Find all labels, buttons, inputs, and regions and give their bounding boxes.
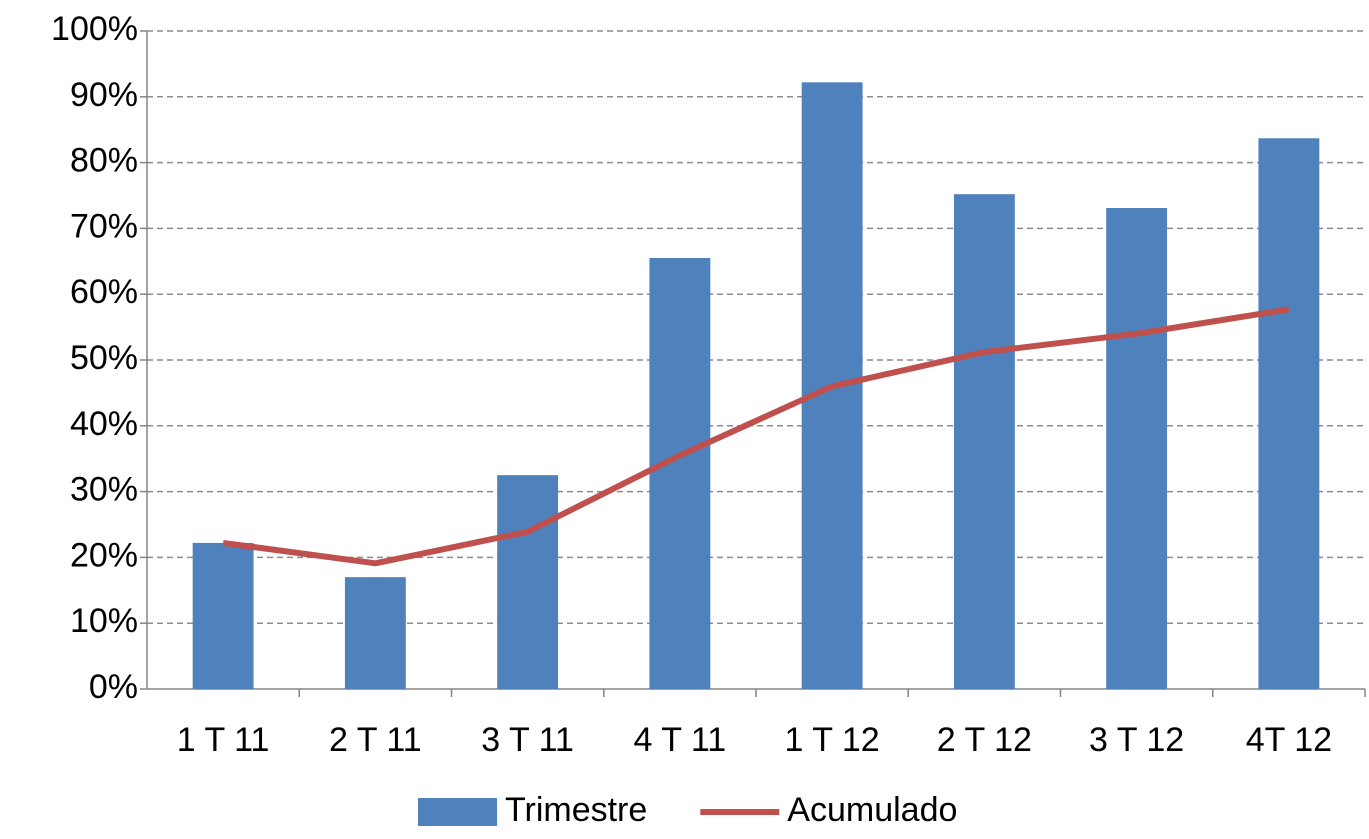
y-tick-label: 80% [70, 142, 138, 180]
x-tick-label: 3 T 11 [481, 721, 574, 759]
y-tick-label: 90% [70, 76, 138, 114]
legend-swatch [418, 798, 497, 826]
x-tick-label: 1 T 12 [785, 721, 880, 759]
x-tick-label: 2 T 11 [329, 721, 422, 759]
y-tick-label: 0% [89, 668, 138, 706]
y-tick-label: 60% [70, 273, 138, 311]
y-tick-label: 40% [70, 405, 138, 443]
bar [497, 475, 559, 689]
bar [344, 577, 406, 689]
x-tick-label: 4 T 11 [634, 721, 727, 759]
bar [1106, 208, 1168, 689]
line [222, 306, 1290, 567]
y-tick-label: 50% [70, 339, 138, 377]
y-tick-label: 20% [70, 536, 138, 574]
x-tick-label: 3 T 12 [1089, 721, 1184, 759]
bar [1258, 138, 1320, 689]
x-tick-label: 2 T 12 [937, 721, 1032, 759]
y-tick-label: 100% [51, 10, 138, 48]
y-tick-label: 10% [70, 602, 138, 640]
x-tick-label: 1 T 11 [177, 721, 270, 759]
legend-label: Trimestre [505, 791, 647, 829]
y-tick-label: 30% [70, 471, 138, 509]
x-tick-label: 4T 12 [1246, 721, 1332, 759]
bar [649, 258, 711, 689]
bar [953, 194, 1015, 689]
bar [192, 542, 254, 689]
y-tick-label: 70% [70, 207, 138, 245]
legend-label: Acumulado [787, 791, 957, 829]
